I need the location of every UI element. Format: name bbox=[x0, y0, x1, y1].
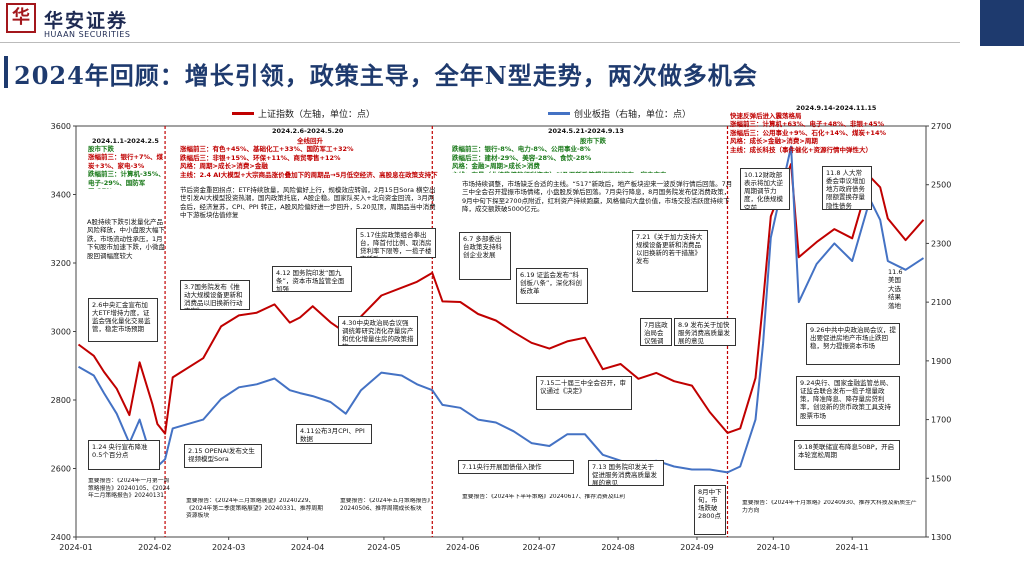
x-axis-tick-label: 2024-03 bbox=[212, 543, 245, 552]
period4-label: 2024.9.14-2024.11.15 bbox=[796, 104, 877, 112]
corner-decoration bbox=[980, 0, 1024, 46]
event-box: 3.7国务院发布《推动大规模设备更新和消费品以旧换新行动方案》 bbox=[180, 280, 250, 310]
left-axis-tick-label: 3600 bbox=[51, 122, 71, 131]
right-axis-tick-label: 1300 bbox=[931, 533, 951, 542]
event-box: 2.15 OPENAI发布文生视频模型Sora bbox=[184, 444, 262, 468]
x-axis-tick-label: 2024-10 bbox=[757, 543, 790, 552]
event-box: 8月中下旬，市场跌破2800点 bbox=[694, 485, 726, 535]
right-axis-tick-label: 1900 bbox=[931, 357, 951, 366]
left-axis-tick-label: 3000 bbox=[51, 328, 71, 337]
legend-shanghai: 上证指数（左轴，单位：点） bbox=[232, 107, 375, 120]
event-box: 9.18美联储宣布降息50BP，开启本轮宽松周期 bbox=[794, 440, 900, 470]
period4-summary: 快速反弹后进入震荡格局 涨幅前三：计算机+63%、电子+48%、非银+45% 涨… bbox=[730, 112, 886, 154]
right-axis-tick-label: 2100 bbox=[931, 298, 951, 307]
chinext-index-line bbox=[78, 145, 925, 474]
report-note: 重要报告：《2024年三月策略展望》20240229、《2024年第二季度策略展… bbox=[186, 498, 324, 520]
period2-summary: 全线回升 涨幅前三：有色+45%、基础化工+33%、国防军工+32% 跌幅后三：… bbox=[180, 137, 438, 179]
period1-label: 2024.1.1-2024.2.5 bbox=[92, 137, 159, 145]
event-box: 4.30中央政治局会议强调统筹研究消化存量房产和优化增量住房的政策措施 bbox=[338, 316, 418, 346]
event-box: 7.21《关于加力支持大规模设备更新和消费品以旧换新的若干措施》发布 bbox=[632, 230, 708, 292]
report-note: 重要报告：《2024年五月策略报告》20240506、推荐周期成长板块 bbox=[340, 498, 434, 512]
logo-name: 华安证券 bbox=[44, 10, 129, 32]
event-note: A股持续下跌引发量化产品风险释放，中小盘股大幅下跌，市场流动性承压，1月下旬股市… bbox=[87, 218, 165, 260]
event-box: 8.9 发布关于加快服务消费高质量发展的意见 bbox=[674, 318, 736, 346]
x-axis-tick-label: 2024-04 bbox=[291, 543, 324, 552]
period2-label: 2024.2.6-2024.5.20 bbox=[272, 127, 344, 135]
period3-summary: 股市下跌 跌幅前三：银行-8%、电力-8%、公用事业-8% 跌幅后三：建材-29… bbox=[452, 137, 667, 173]
event-box: 4.12 国务院印发“国九条”，资本市场监管全面加强 bbox=[272, 266, 352, 292]
event-box: 4.11公布3月CPI、PPI数据 bbox=[296, 424, 372, 444]
left-axis-tick-label: 2600 bbox=[51, 465, 71, 474]
right-axis-tick-label: 2700 bbox=[931, 122, 951, 131]
event-box: 7.13 国务院印发关于促进服务消费高质量发展的意见 bbox=[588, 460, 664, 486]
event-box: 6.7 多部委出台政策支持科创企业发展 bbox=[459, 232, 511, 280]
event-box: 9.26中共中央政治局会议，提出要促进房地产市场止跌回稳，努力提振资本市场 bbox=[806, 323, 900, 365]
event-box: 5.17住房政策组合拳出台，降首付比例、取消房贷利率下限等，一揽子楼市新政 bbox=[356, 228, 436, 258]
period3-label: 2024.5.21-2024.9.13 bbox=[548, 127, 624, 135]
x-axis-tick-label: 2024-01 bbox=[59, 543, 92, 552]
right-axis-tick-label: 1500 bbox=[931, 474, 951, 483]
right-axis-tick-label: 2500 bbox=[931, 181, 951, 190]
right-axis-tick-label: 1700 bbox=[931, 416, 951, 425]
event-box: 2.6中央汇金宣布加大ETF增持力度，证监会强化量化交易监管，稳定市场预期 bbox=[88, 298, 158, 342]
period1-summary: 股市下跌 涨幅前三：银行+7%、煤炭+3%、家电-3% 跌幅前三：计算机-35%… bbox=[88, 145, 165, 189]
left-axis-tick-label: 2400 bbox=[51, 533, 71, 542]
event-box: 1.24 央行宣布降准0.5个百分点 bbox=[88, 440, 160, 470]
header-rule bbox=[0, 42, 960, 43]
x-axis-tick-label: 2024-09 bbox=[680, 543, 713, 552]
event-box: 9.24央行、国家金融监管总局、证监会联合发布一揽子增量政策，降准降息、降存量房… bbox=[796, 376, 900, 426]
title-accent bbox=[4, 56, 8, 88]
left-axis-tick-label: 3200 bbox=[51, 259, 71, 268]
event-box: 7月底政治局会议强调扩大内需 bbox=[640, 318, 672, 346]
report-note: 重要报告：《2024年十月策略》20240930、推荐大科技及新质生产力方向 bbox=[742, 500, 917, 514]
left-axis-tick-label: 2800 bbox=[51, 396, 71, 405]
event-box: 7.15二十届三中全会召开，审议通过《决定》 bbox=[536, 376, 632, 410]
event-box: 10.12财政部表示将加大逆周期调节力度，化债规模空前 bbox=[740, 168, 790, 210]
x-axis-tick-label: 2024-11 bbox=[835, 543, 868, 552]
report-note: 重要报告：《2024年一月第一周策略报告》20240105、《2024年二月策略… bbox=[88, 478, 170, 500]
logo-mark: 华 bbox=[6, 3, 36, 33]
event-note: 11.6 美国大选结果落地 bbox=[888, 268, 903, 310]
page-title: 2024年回顾：增长引领，政策主导，全年N型走势，两次做多机会 bbox=[14, 61, 758, 90]
x-axis-tick-label: 2024-07 bbox=[522, 543, 555, 552]
event-box: 11.8 人大常委会审议增加地方政府债务限额置换存量隐性债务 bbox=[822, 166, 872, 210]
x-axis-tick-label: 2024-05 bbox=[367, 543, 400, 552]
event-box: 6.19 证监会发布“科创板八条”，深化科创板改革 bbox=[516, 268, 588, 304]
x-axis-tick-label: 2024-02 bbox=[138, 543, 171, 552]
event-box: 7.11央行开展国债借入操作 bbox=[458, 460, 574, 474]
period2-commentary: 节后资金重回拐点：ETF持续放量，风险偏好上行，规模效应转弱，2月15日Sora… bbox=[180, 186, 436, 220]
period3-commentary: 市场持续调整，市场缺乏合适的主线。“517”新政后，地产板块迎来一波反弹行情后回… bbox=[462, 180, 733, 214]
x-axis-tick-label: 2024-08 bbox=[601, 543, 634, 552]
legend-chinext: 创业板指（右轴，单位：点） bbox=[548, 107, 691, 120]
report-note: 重要报告：《2024年下半年策略》20240617、推荐消费及红利 bbox=[462, 494, 626, 500]
x-axis-tick-label: 2024-06 bbox=[446, 543, 479, 552]
left-axis-tick-label: 3400 bbox=[51, 191, 71, 200]
right-axis-tick-label: 2300 bbox=[931, 239, 951, 248]
logo-english: HUAAN SECURITIES bbox=[44, 30, 131, 39]
